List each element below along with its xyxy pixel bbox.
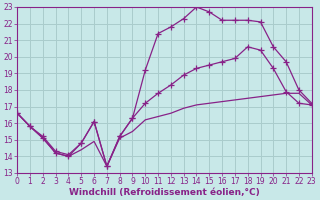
- X-axis label: Windchill (Refroidissement éolien,°C): Windchill (Refroidissement éolien,°C): [69, 188, 260, 197]
